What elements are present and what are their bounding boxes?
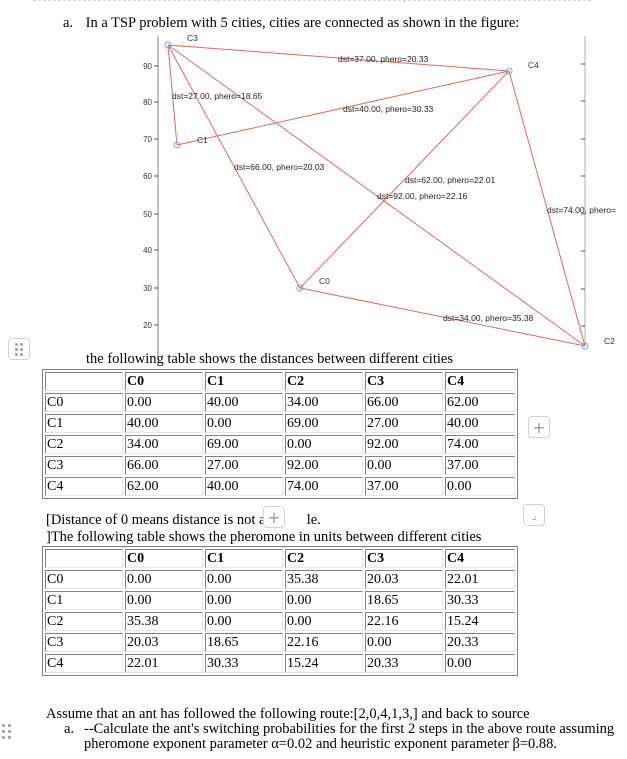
pheromone-table: C0 C1 C2 C3 C4 C0 0.00 0.00 35.38 20.03 22.01… <box>42 546 518 676</box>
svg-text:30: 30 <box>143 284 152 293</box>
note-line-1: [Distance of 0 means distance is not ap l… <box>46 512 321 528</box>
drag-handle-button[interactable] <box>8 338 30 360</box>
node-label-c4: C4 <box>528 60 539 70</box>
graph-edges <box>167 44 586 347</box>
sub-question-line-1: --Calculate the ant's switching probabil… <box>84 721 615 737</box>
svg-text:80: 80 <box>143 98 152 107</box>
table-row: C1 0.00 0.00 0.00 18.65 30.33 <box>45 591 515 610</box>
edge-label-c1-c4: dst=40.00, phero=30.33 <box>343 104 434 114</box>
edge-label-c0-c2: dst=34.00, phero=35.38 <box>443 313 534 323</box>
table-header-row: C0 C1 C2 C3 C4 <box>45 549 515 568</box>
resize-icon: ⌟ <box>531 508 537 522</box>
svg-text:40: 40 <box>143 246 152 255</box>
edge-label-c3-c2: dst=92.00, phero=22.16 <box>377 191 468 201</box>
table-row: C0 0.00 0.00 35.38 20.03 22.01 <box>45 570 515 589</box>
add-block-button[interactable]: + <box>528 416 550 438</box>
sub-question-label: a. <box>64 721 75 737</box>
y-axis-ticks: 90 80 70 60 50 40 30 20 <box>143 62 158 330</box>
table-row: C3 66.00 27.00 92.00 0.00 37.00 <box>45 456 515 475</box>
svg-text:20: 20 <box>143 321 152 330</box>
table-header-row: C0 C1 C2 C3 C4 <box>45 372 515 391</box>
distance-table-caption: the following table shows the distances … <box>86 351 453 367</box>
svg-text:50: 50 <box>143 210 152 219</box>
plus-icon: + <box>267 507 281 527</box>
table-row: C0 0.00 40.00 34.00 66.00 62.00 <box>45 393 515 412</box>
sub-question-line-2: pheromone exponent parameter α=0.02 and … <box>84 736 558 752</box>
distance-table: C0 C1 C2 C3 C4 C0 0.00 40.00 34.00 66.00 62.0… <box>42 369 518 499</box>
question-item-label: a. <box>63 15 74 31</box>
route-assumption: Assume that an ant has followed the foll… <box>46 706 530 722</box>
edge-label-c1-c3: dst=27.00, phero=18.65 <box>172 91 263 101</box>
tsp-graph-svg: 90 80 70 60 50 40 30 20 <box>143 33 616 360</box>
table-row: C4 62.00 40.00 74.00 37.00 0.00 <box>45 477 515 496</box>
svg-text:90: 90 <box>143 62 152 71</box>
edge-label-c3-c4: dst=37.00, phero=20.33 <box>338 54 429 64</box>
graph-nodes <box>164 41 589 350</box>
grip-icon <box>15 342 23 356</box>
node-label-c0: C0 <box>319 276 330 286</box>
sub-question: a. --Calculate the ant's switching probab… <box>46 722 614 737</box>
route-question: Assume that an ant has followed the foll… <box>46 707 614 752</box>
table-row: C4 22.01 30.33 15.24 20.33 0.00 <box>45 654 515 673</box>
edge-label-c4-c2: dst=74.00, phero= <box>547 205 616 215</box>
table-row: C2 35.38 0.00 0.00 22.16 15.24 <box>45 612 515 631</box>
block-drag-handle[interactable] <box>2 724 11 739</box>
table-row: C2 34.00 69.00 0.00 92.00 74.00 <box>45 435 515 454</box>
page-top-divider <box>33 0 591 2</box>
pheromone-table-caption: ]The following table shows the pheromone… <box>46 529 482 545</box>
svg-text:60: 60 <box>143 172 152 181</box>
add-inline-button[interactable]: + <box>263 506 285 528</box>
plus-icon: + <box>532 417 546 437</box>
edge-label-c0-c4: dst=62.00, phero=22.01 <box>405 175 496 185</box>
node-label-c1: C1 <box>197 135 208 145</box>
node-label-c3: C3 <box>187 33 198 43</box>
node-label-c2: C2 <box>604 336 615 346</box>
resize-button[interactable]: ⌟ <box>523 504 545 526</box>
question-heading: a. In a TSP problem with 5 cities, citie… <box>63 15 519 32</box>
table-row: C3 20.03 18.65 22.16 0.00 20.33 <box>45 633 515 652</box>
table-row: C1 40.00 0.00 69.00 27.00 40.00 <box>45 414 515 433</box>
edge-label-c3-c0: dst=66.00, phero=20.03 <box>234 162 325 172</box>
tsp-graph-figure: 90 80 70 60 50 40 30 20 <box>0 0 627 360</box>
question-text: In a TSP problem with 5 cities, cities a… <box>85 15 520 31</box>
svg-text:70: 70 <box>143 135 152 144</box>
